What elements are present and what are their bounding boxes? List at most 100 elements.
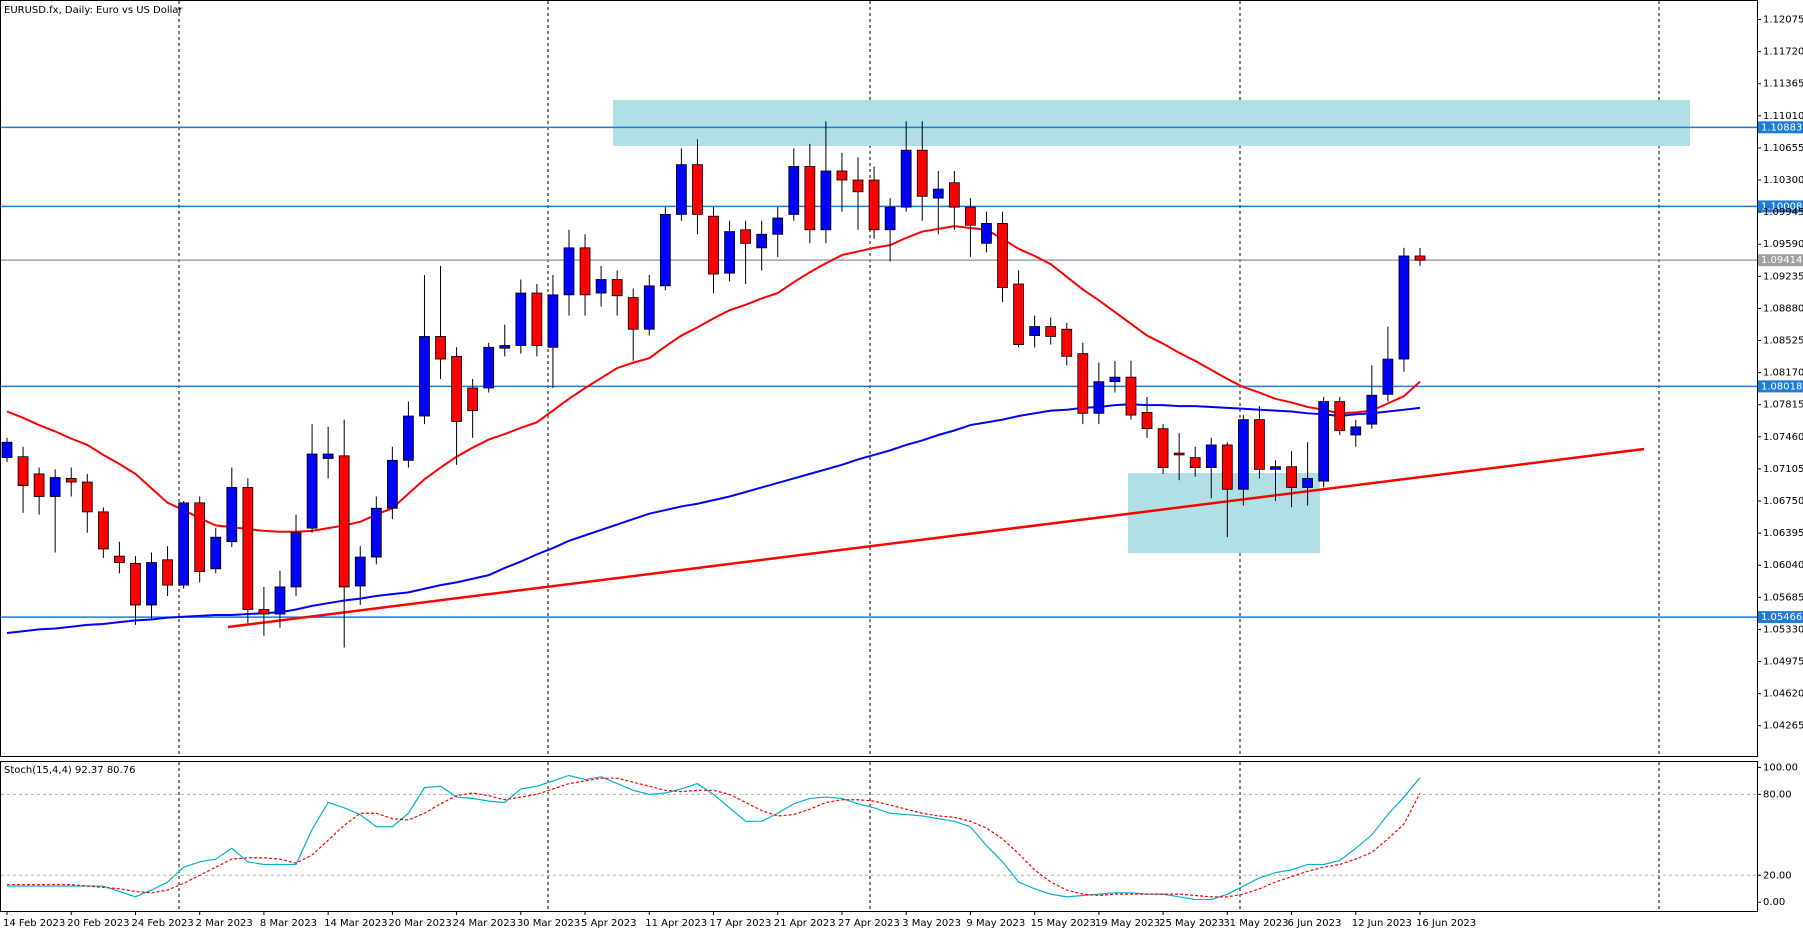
stoch-title: Stoch(15,4,4) 92.37 80.76	[4, 765, 135, 776]
candle-body	[595, 279, 607, 294]
chart-title: EURUSD.fx, Daily: Euro vs US Dollar	[4, 5, 184, 16]
candle-body	[772, 217, 784, 235]
x-tick-label: 24 Feb 2023	[131, 918, 193, 929]
y-tick-label: 1.04975	[1763, 657, 1803, 668]
candle-body	[49, 477, 61, 497]
candle-body	[756, 233, 768, 249]
stoch-line	[7, 774, 1421, 901]
candle-body	[1, 441, 13, 459]
x-tick-label: 30 Mar 2023	[517, 918, 580, 929]
y-tick-label: 1.05330	[1763, 624, 1803, 635]
candle-body	[547, 294, 559, 348]
y-tick-label: 1.06040	[1763, 560, 1803, 571]
candle-body	[306, 453, 318, 529]
x-tick-label: 5 Apr 2023	[581, 918, 636, 929]
candle-body	[627, 297, 639, 330]
x-tick-label: 14 Mar 2023	[324, 918, 387, 929]
y-tick-label: 0.00	[1763, 897, 1785, 908]
candle-body	[403, 415, 414, 461]
y-tick-label: 1.12075	[1763, 15, 1803, 26]
candle-body	[1077, 353, 1089, 414]
stoch-series	[1, 774, 1757, 901]
candle-body	[146, 562, 157, 606]
x-tick-label: 20 Feb 2023	[67, 918, 129, 929]
y-tick-label: 1.09590	[1763, 239, 1803, 250]
candle-body	[467, 387, 479, 411]
candle-body	[788, 166, 800, 215]
price-level-label-bg	[1758, 611, 1803, 624]
candle-body	[1318, 401, 1330, 482]
y-tick-label: 1.11365	[1763, 79, 1803, 90]
x-tick-label: 17 Apr 2023	[710, 918, 772, 929]
x-tick-label: 9 May 2023	[966, 918, 1025, 929]
y-tick-label: 1.09945	[1763, 207, 1803, 218]
candle-body	[1189, 457, 1201, 468]
candle-body	[997, 223, 1008, 289]
x-tick-label: 6 Jun 2023	[1288, 918, 1342, 929]
candle-body	[1173, 452, 1185, 456]
resistance-zone	[613, 100, 1690, 146]
y-tick-label: 1.06395	[1763, 528, 1803, 539]
y-tick-label: 1.09235	[1763, 271, 1803, 282]
price-level-label-bg	[1758, 121, 1803, 134]
x-tick-label: 27 Apr 2023	[838, 918, 900, 929]
candle-body	[804, 166, 816, 231]
candle-body	[932, 188, 944, 199]
x-tick-label: 19 May 2023	[1095, 918, 1160, 929]
levels: 1.10883 1.10008 1.09414 1.08018 1.05466	[1, 121, 1803, 624]
x-tick-label: 12 Jun 2023	[1352, 918, 1412, 929]
candle-body	[178, 502, 190, 586]
y-tick-label: 80.00	[1763, 789, 1792, 800]
candle-body	[1221, 444, 1233, 490]
stoch-panel-frame	[0, 761, 1758, 912]
candle-body	[226, 487, 238, 543]
candle-body	[1157, 428, 1169, 468]
x-tick-label: 14 Feb 2023	[3, 918, 65, 929]
candle-body	[370, 507, 382, 558]
y-tick-label: 1.06750	[1763, 496, 1803, 507]
y-tick-label: 1.10300	[1763, 175, 1803, 186]
candle-body	[676, 164, 687, 215]
price-level-label-bg	[1758, 254, 1803, 267]
y-tick-label: 1.04265	[1763, 721, 1803, 732]
x-tick-label: 3 May 2023	[902, 918, 961, 929]
x-tick-label: 15 May 2023	[1031, 918, 1096, 929]
candle-body	[1125, 376, 1137, 416]
candle-body	[130, 563, 141, 606]
candle-body	[740, 229, 751, 244]
candle-body	[1334, 401, 1346, 431]
price-level-label: 1.10883	[1761, 122, 1802, 133]
candle-body	[852, 179, 864, 193]
candle-body	[1398, 255, 1410, 360]
candle-body	[515, 292, 527, 346]
candle-body	[210, 536, 222, 570]
y-tick-label: 1.07460	[1763, 432, 1803, 443]
candle-body	[65, 478, 77, 483]
y-tick-label: 1.07815	[1763, 400, 1803, 411]
x-tick-label: 31 May 2023	[1223, 918, 1288, 929]
candle-body	[338, 455, 350, 588]
y-tick-label: 1.04620	[1763, 689, 1803, 700]
candle-body	[451, 355, 462, 422]
main-series	[1, 121, 1426, 648]
candle-body	[435, 336, 446, 360]
y-tick-label: 1.08170	[1763, 368, 1803, 379]
candle-body	[836, 170, 848, 181]
candle-body	[1061, 328, 1073, 357]
price-level-label-bg	[1758, 380, 1803, 393]
candle-body	[1366, 394, 1378, 425]
x-tick-label: 11 Apr 2023	[645, 918, 707, 929]
candle-body	[1237, 419, 1249, 490]
candle-body	[579, 247, 591, 296]
x-tick-label: 16 Jun 2023	[1416, 918, 1476, 929]
y-tick-label: 100.00	[1763, 762, 1798, 773]
y-tick-label: 1.11010	[1763, 111, 1803, 122]
candle-body	[659, 213, 671, 287]
candle-body	[162, 559, 173, 586]
x-tick-label: 20 Mar 2023	[388, 918, 451, 929]
period-separators	[178, 1, 1660, 911]
candle-body	[258, 609, 270, 615]
candle-body	[981, 223, 992, 244]
